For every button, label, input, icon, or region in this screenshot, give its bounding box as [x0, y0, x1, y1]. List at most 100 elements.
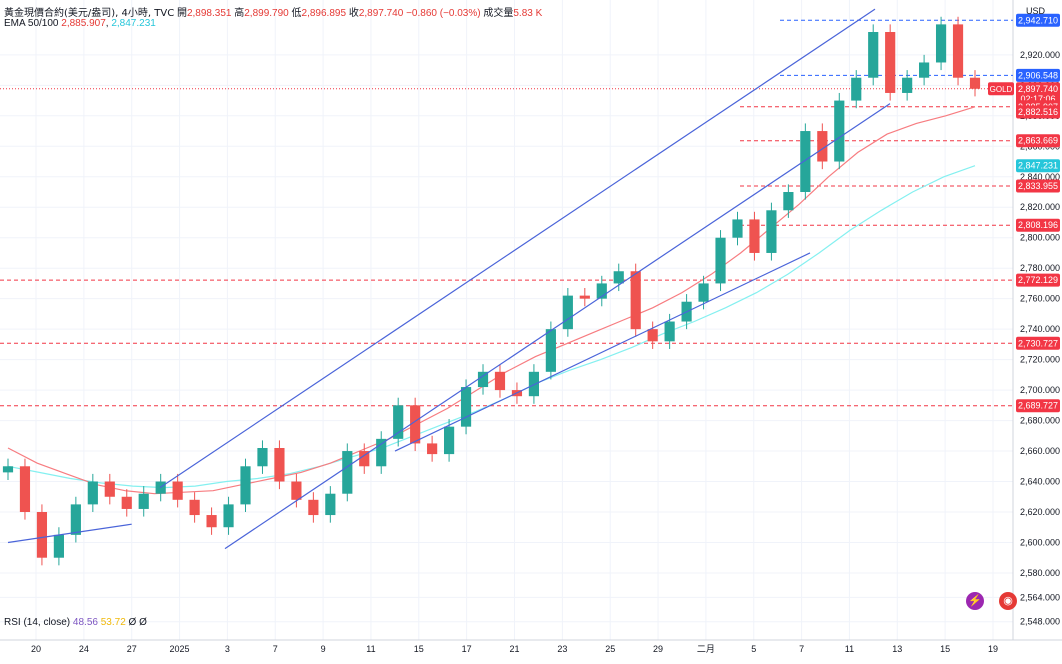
y-tick-label: 2,580.000 — [1020, 568, 1060, 578]
candle-body — [308, 499, 319, 516]
ema50-value: 2,885.907 — [61, 18, 106, 29]
symbol-tag — [988, 82, 1014, 96]
rsi-legend: RSI (14, close) 48.56 53.72 Ø Ø — [4, 617, 147, 628]
candle-body — [53, 534, 64, 558]
flash-icon[interactable]: ⚡ — [966, 592, 984, 610]
trendline — [394, 252, 811, 452]
candle-body — [902, 77, 913, 93]
candle-body — [189, 499, 200, 516]
candle-body — [2, 466, 14, 473]
candle-body — [443, 426, 455, 455]
price-badge-label: 2,882.516 — [1018, 107, 1058, 117]
symbol-tag-label: GOLD — [990, 85, 1013, 94]
x-tick-label: 17 — [462, 644, 472, 654]
price-badge — [1016, 105, 1060, 119]
price-badge-label: 2,730.727 — [1018, 338, 1058, 348]
y-tick-label: 2,820.000 — [1020, 202, 1060, 212]
y-tick-label: 2,680.000 — [1020, 416, 1060, 426]
candle-body — [325, 493, 336, 516]
candle-body — [969, 77, 981, 89]
ema-legend: EMA 50/100 2,885.907, 2,847.231 — [4, 18, 156, 29]
candle-body — [528, 371, 540, 397]
x-tick-label: 7 — [799, 644, 804, 654]
price-badge — [1016, 179, 1060, 193]
price-badge-label: 2,847.231 — [1018, 161, 1058, 171]
y-tick-label: 2,740.000 — [1020, 324, 1060, 334]
candle-body — [70, 504, 81, 535]
candle-body — [579, 295, 590, 299]
y-tick-label: 2,700.000 — [1020, 385, 1060, 395]
y-tick-label: 2,920.000 — [1020, 50, 1060, 60]
y-tick-label: 2,800.000 — [1020, 233, 1060, 243]
candle-body — [359, 451, 370, 467]
price-badge — [1016, 82, 1060, 105]
candle-body — [732, 219, 743, 238]
x-tick-label: 二月 — [697, 644, 715, 654]
candle-body — [494, 371, 506, 391]
candle-body — [545, 329, 556, 372]
candle-body — [393, 405, 404, 439]
high-value: 2,899.790 — [244, 8, 289, 19]
candle-body — [274, 448, 285, 482]
price-badge — [1016, 218, 1060, 232]
x-tick-label: 20 — [31, 644, 41, 654]
candle-body — [562, 295, 573, 330]
candle-body — [240, 466, 251, 505]
symbol-title: 黃金現價合約(美元/盎司), 4小時, TVC — [4, 8, 175, 19]
ema50-line — [7, 106, 976, 495]
price-badge — [1016, 13, 1060, 27]
candle-body — [477, 371, 489, 388]
currency-label: USD — [1026, 6, 1046, 16]
candle-body — [291, 481, 302, 500]
price-badge-label: 2,808.196 — [1018, 220, 1058, 230]
x-tick-label: 15 — [940, 644, 950, 654]
candle-body — [87, 481, 98, 505]
x-tick-label: 7 — [273, 644, 278, 654]
flag-icon[interactable]: ◉ — [999, 592, 1017, 610]
candle-body — [766, 210, 777, 253]
countdown-label: 02:17:06 — [1020, 94, 1055, 104]
candle-body — [223, 504, 234, 528]
symbol-header: 黃金現價合約(美元/盎司), 4小時, TVC 開2,898.351 高2,89… — [4, 4, 542, 19]
candle-body — [613, 271, 624, 284]
candle-body — [257, 448, 268, 467]
close-value: 2,897.740 — [358, 8, 404, 19]
price-badge — [1016, 68, 1060, 82]
candle-body — [630, 271, 641, 330]
open-label: 開 — [176, 8, 187, 19]
y-tick-label: 2,564.000 — [1020, 592, 1060, 602]
price-badge — [1016, 159, 1060, 173]
x-tick-label: 13 — [892, 644, 902, 654]
y-tick-label: 2,640.000 — [1020, 477, 1060, 487]
low-value: 2,896.895 — [301, 8, 347, 19]
candle-body — [935, 24, 947, 63]
open-value: 2,898.351 — [186, 8, 232, 19]
price-badge-label: 2,897.740 — [1018, 84, 1058, 94]
volume-value: 5.83 K — [513, 8, 543, 19]
candle-body — [647, 329, 658, 342]
price-badge — [1016, 134, 1060, 148]
high-label: 高 — [234, 8, 245, 19]
candle-body — [851, 77, 862, 101]
y-tick-label: 2,548.000 — [1020, 617, 1060, 627]
trendline — [7, 523, 132, 544]
change-value: −0.860 (−0.03%) — [406, 8, 481, 19]
volume-label: 成交量 — [483, 8, 514, 19]
candle-body — [121, 496, 132, 509]
x-tick-label: 21 — [509, 644, 519, 654]
price-badge-label: 2,689.727 — [1018, 401, 1058, 411]
candle-body — [715, 237, 726, 284]
price-badge — [1016, 336, 1060, 350]
candle-body — [596, 283, 607, 299]
x-tick-label: 19 — [988, 644, 998, 654]
x-tick-label: 27 — [127, 644, 137, 654]
rsi-value-4: Ø — [139, 617, 147, 628]
ema-label: EMA 50/100 — [4, 18, 59, 29]
x-tick-label: 11 — [366, 644, 375, 654]
candle-body — [698, 283, 709, 302]
x-tick-label: 24 — [79, 644, 89, 654]
price-badge-label: 2,772.129 — [1018, 275, 1058, 285]
candle-body — [952, 24, 964, 78]
